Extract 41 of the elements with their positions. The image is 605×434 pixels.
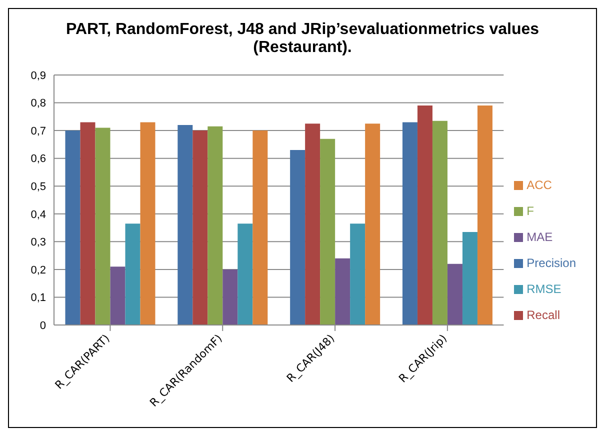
bar	[178, 125, 193, 325]
bar	[192, 130, 208, 325]
bar	[222, 269, 238, 325]
bar	[335, 258, 350, 325]
bar	[95, 128, 110, 325]
bar	[208, 126, 223, 325]
y-tick-label: 0,6	[30, 153, 46, 166]
bar	[432, 120, 448, 325]
bar	[65, 130, 80, 325]
y-tick-label: 0,5	[30, 181, 46, 194]
y-tick-label: 0,7	[30, 125, 46, 138]
bar	[447, 264, 462, 325]
chart-title: PART, RandomForest, J48 and JRip’sevaluationmetrics values (Restaurant).	[64, 20, 540, 58]
y-tick-label: 0,2	[30, 264, 46, 276]
bar	[290, 150, 306, 325]
bar	[305, 124, 320, 325]
bar	[417, 106, 432, 325]
y-tick-label: 0,1	[30, 292, 46, 304]
y-tick-label: 0,3	[30, 236, 46, 249]
bar	[80, 122, 96, 325]
legend-label: ACC	[526, 178, 552, 192]
legend-label: Precision	[526, 256, 576, 270]
y-tick-label: 0	[40, 320, 46, 332]
bar	[140, 122, 156, 325]
bar	[477, 106, 492, 325]
bar	[350, 224, 366, 325]
legend-label: MAE	[526, 230, 553, 244]
legend-label: RMSE	[526, 282, 562, 296]
y-tick-label: 0,4	[30, 208, 46, 221]
bar	[365, 124, 380, 325]
legend-label: Recall	[526, 308, 560, 322]
legend-label: F	[526, 204, 534, 218]
bar	[402, 122, 418, 325]
y-tick-label: 0,9	[30, 70, 46, 82]
bar	[110, 266, 126, 325]
bar	[462, 232, 478, 325]
y-tick-label: 0,8	[30, 98, 46, 110]
bar	[252, 130, 268, 325]
bar	[320, 138, 336, 325]
bar	[238, 224, 253, 325]
bar	[125, 224, 140, 325]
